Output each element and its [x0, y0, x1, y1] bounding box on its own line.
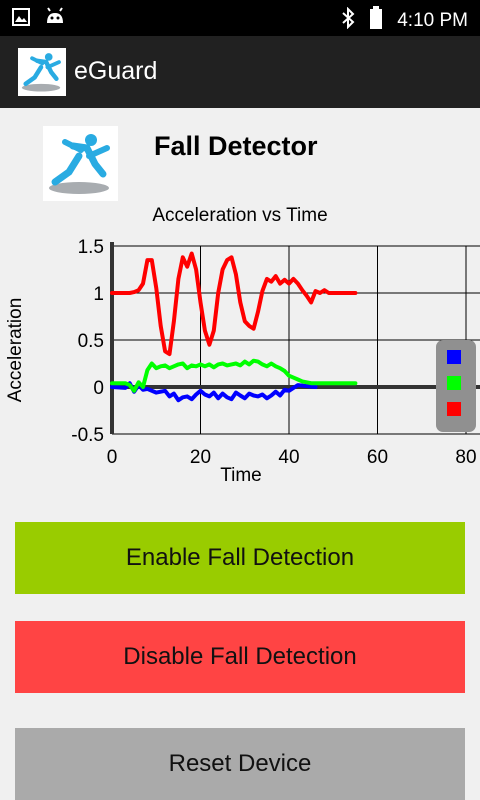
chart-title: Acceleration vs Time [152, 205, 327, 226]
app-title: eGuard [74, 57, 157, 86]
acceleration-chart: Acceleration vs Time 0 20 40 60 80 1.5 1 0.5 0 -0… [0, 200, 480, 500]
enable-button-label: Enable Fall Detection [126, 544, 354, 572]
y-tick-label: 1.5 [78, 237, 104, 258]
app-logo-icon [18, 48, 66, 96]
image-icon [12, 8, 30, 31]
status-time: 4:10 PM [397, 10, 468, 32]
legend-swatch-3 [447, 402, 461, 416]
y-tick-label: -0.5 [71, 425, 104, 446]
y-tick-label: 0.5 [78, 331, 104, 352]
legend-swatch-1 [447, 350, 461, 364]
android-icon [44, 7, 66, 32]
reset-device-button[interactable]: Reset Device [15, 728, 465, 800]
x-axis-label: Time [220, 465, 262, 486]
status-left-icons [12, 7, 66, 32]
reset-button-label: Reset Device [169, 750, 312, 778]
legend-swatch-2 [447, 376, 461, 390]
chart-svg: Acceleration vs Time 0 20 40 60 801.510.50-0… [0, 200, 480, 500]
x-tick-label: 40 [278, 447, 299, 468]
chart-legend [436, 340, 476, 432]
y-tick-label: 1 [93, 284, 104, 305]
status-right-icons: 4:10 PM [341, 6, 468, 35]
enable-fall-detection-button[interactable]: Enable Fall Detection [15, 522, 465, 594]
status-bar: 4:10 PM [0, 0, 480, 36]
x-tick-label: 80 [455, 447, 476, 468]
y-axis-label: Acceleration [5, 298, 26, 403]
x-tick-label: 60 [367, 447, 388, 468]
x-tick-label: 0 [107, 447, 118, 468]
action-bar: eGuard [0, 36, 480, 108]
disable-fall-detection-button[interactable]: Disable Fall Detection [15, 621, 465, 693]
x-tick-label: 20 [190, 447, 211, 468]
page-title: Fall Detector [154, 131, 318, 162]
battery-icon [369, 6, 383, 35]
y-tick-label: 0 [93, 378, 104, 399]
chart-grid [112, 242, 480, 434]
disable-button-label: Disable Fall Detection [123, 643, 356, 671]
bluetooth-icon [341, 7, 355, 34]
fall-detector-logo-icon [43, 126, 118, 201]
